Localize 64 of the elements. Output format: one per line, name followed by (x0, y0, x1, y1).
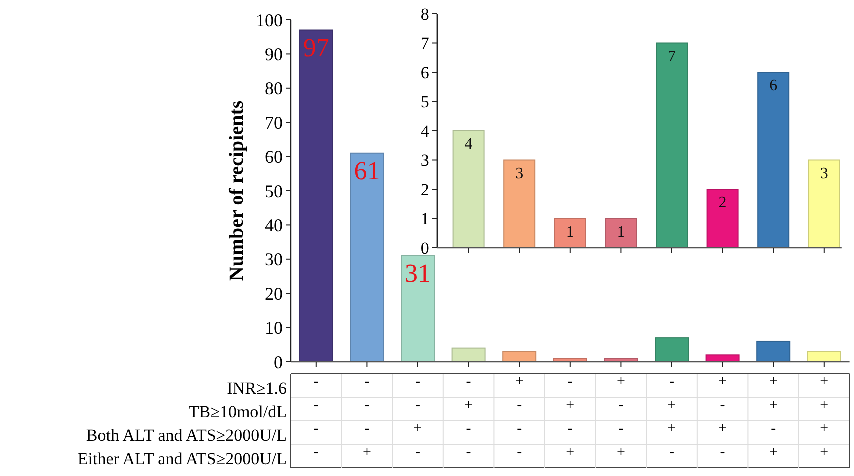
data-label: 61 (354, 156, 380, 186)
bar (706, 189, 739, 248)
text: INR≥1.6 (227, 379, 287, 398)
x-tick-label: - - - - (314, 374, 319, 460)
y-tick-label: 10 (265, 318, 283, 338)
bar (656, 42, 688, 248)
y-tick-label: 5 (420, 92, 430, 112)
y-tick-label: 3 (420, 151, 430, 170)
bar (706, 354, 740, 362)
bar (756, 340, 791, 362)
data-label: 31 (405, 258, 431, 288)
data-label: 2 (718, 194, 727, 212)
y-axis-title: Number of recipients (226, 100, 248, 282)
y-tick-label: 90 (265, 44, 283, 64)
x-tick-label: - - - + (362, 374, 372, 460)
x-tick-label: - - + - (414, 374, 422, 460)
data-label: 7 (668, 48, 676, 66)
data-label: 4 (464, 136, 473, 153)
data-label: 1 (566, 224, 574, 241)
y-tick-label: 0 (420, 238, 430, 258)
bar (808, 160, 840, 248)
x-tick-label: - + - - (464, 374, 474, 460)
x-tick-label: - + + - (668, 374, 676, 460)
y-tick-label: 6 (420, 63, 430, 82)
data-label: 97 (303, 33, 330, 62)
bar (401, 255, 435, 362)
bar (807, 351, 842, 362)
bar (605, 218, 638, 248)
data-label: 6 (770, 78, 778, 94)
bar (655, 338, 689, 362)
text: Both ALT and ATS≥2000U/L (86, 426, 287, 445)
text: TB≥10mol/dL (188, 402, 287, 422)
y-tick-label: 40 (265, 216, 283, 236)
y-tick-label: 2 (420, 180, 430, 200)
x-tick-label: + - + - (718, 374, 728, 460)
x-tick-label: + - - - (515, 374, 524, 460)
y-tick-label: 80 (265, 78, 283, 99)
y-tick-label: 8 (420, 4, 430, 24)
y-tick-label: 7 (420, 34, 430, 54)
y-tick-label: 0 (274, 352, 283, 372)
bar (502, 351, 537, 362)
bar (452, 130, 485, 248)
y-tick-label: 60 (265, 147, 283, 168)
y-tick-label: 100 (256, 10, 283, 30)
bar (504, 160, 536, 248)
y-tick-label: 20 (265, 284, 283, 304)
y-tick-label: 4 (420, 122, 430, 141)
text: Either ALT and ATS≥2000U/L (78, 450, 287, 468)
data-label: 3 (516, 165, 524, 182)
y-tick-label: 70 (265, 112, 283, 133)
y-tick-label: 30 (265, 250, 283, 270)
y-tick-label: 50 (265, 181, 283, 202)
bar (350, 152, 384, 362)
data-label: 3 (820, 165, 828, 182)
x-tick-label: + + + + (820, 374, 829, 460)
y-tick-label: 1 (420, 210, 430, 229)
x-tick-label: + - - + (616, 374, 626, 460)
bar (452, 348, 486, 362)
x-tick-label: - + - + (566, 374, 575, 460)
bar (299, 30, 334, 362)
bar (554, 218, 586, 248)
data-label: 1 (617, 224, 626, 241)
x-tick-label: + + - + (769, 374, 778, 460)
bar (758, 72, 790, 248)
